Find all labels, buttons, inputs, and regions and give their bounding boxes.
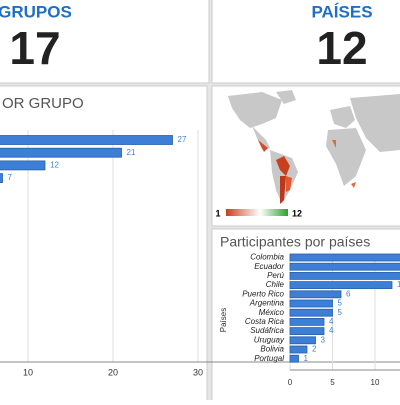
chart-title: OR GRUPO: [2, 95, 84, 112]
map-legend-min: 1: [215, 208, 220, 218]
kpi-panel: [0, 0, 210, 84]
bar: [289, 299, 333, 308]
continent: [228, 92, 282, 128]
x-tick-label: 10: [371, 378, 380, 387]
bar: [289, 262, 400, 271]
data-label: 21: [127, 148, 136, 157]
y-tick-label: Portugal: [254, 354, 284, 363]
kpi-label: GRUPOS: [0, 2, 72, 21]
world-map: [228, 90, 400, 204]
data-label: 4: [329, 317, 334, 326]
bar: [289, 281, 393, 290]
continent: [276, 90, 296, 104]
data-label: 5: [338, 308, 343, 317]
continent: [252, 126, 270, 150]
y-tick-label: Uruguay: [254, 335, 285, 344]
country: [351, 182, 356, 188]
continent: [350, 94, 400, 152]
country: [332, 140, 336, 148]
x-tick-label: 5: [330, 378, 335, 387]
map-legend-max: 12: [292, 208, 302, 218]
kpi-panel: [211, 0, 400, 84]
bar: [289, 317, 325, 326]
y-axis-label: Países: [219, 308, 228, 332]
y-tick-label: Bolivia: [260, 345, 284, 354]
map-legend-bar: [226, 209, 288, 216]
continent: [330, 106, 355, 128]
data-label: 3: [321, 335, 326, 344]
data-label: 5: [338, 299, 343, 308]
y-tick-label: Puerto Rico: [242, 289, 284, 298]
data-label: 27: [178, 135, 187, 144]
x-tick-label: 20: [108, 367, 118, 377]
bar: [289, 327, 325, 336]
bar: [289, 308, 333, 317]
bar: [289, 253, 400, 262]
bar: [0, 147, 122, 158]
data-label: 1: [304, 354, 309, 363]
bar: [289, 354, 299, 363]
data-label: 4: [329, 326, 334, 335]
y-tick-label: Sudáfrica: [250, 326, 284, 335]
y-tick-label: Ecuador: [254, 262, 284, 271]
data-label: 12: [50, 161, 59, 170]
y-tick-label: Perú: [267, 271, 284, 280]
data-label: 12: [397, 280, 400, 289]
x-tick-label: 10: [23, 367, 33, 377]
bar: [289, 290, 342, 299]
country: [276, 156, 290, 176]
chart-title: Participantes por países: [220, 234, 370, 250]
x-tick-label: 30: [193, 367, 203, 377]
bar: [0, 135, 173, 145]
kpi-label: PAÍSES: [311, 2, 372, 21]
data-label: 2: [312, 345, 317, 354]
x-tick-label: 0: [288, 378, 293, 387]
bar: [0, 173, 3, 184]
country: [258, 140, 268, 152]
y-tick-label: Costa Rica: [245, 317, 285, 326]
data-label: 7: [8, 173, 13, 182]
kpi-value: 17: [9, 22, 60, 74]
y-tick-label: México: [259, 308, 285, 317]
bar: [0, 160, 46, 171]
kpi-value: 12: [316, 22, 367, 74]
bar: [289, 271, 400, 280]
country: [280, 176, 286, 204]
data-label: 6: [346, 289, 351, 298]
y-tick-label: Argentina: [249, 299, 285, 308]
y-tick-label: Chile: [266, 280, 285, 289]
bar: [289, 345, 308, 354]
country: [286, 176, 292, 192]
chart-panel: [0, 85, 208, 405]
bar: [289, 336, 316, 345]
y-tick-label: Colombia: [250, 253, 284, 262]
